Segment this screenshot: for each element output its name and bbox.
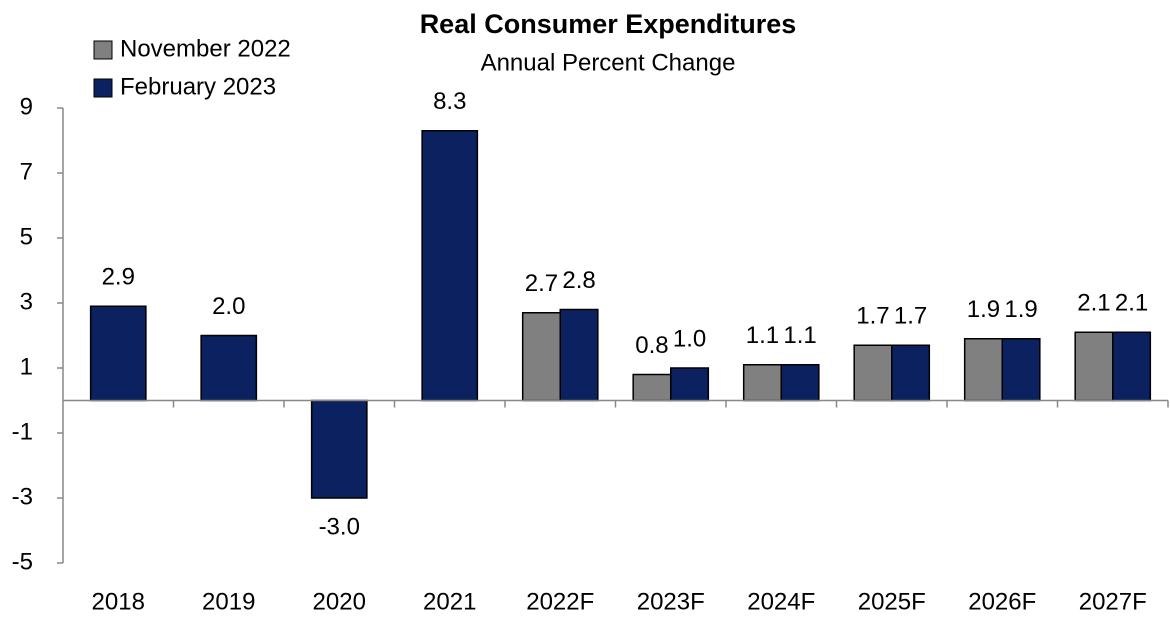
- data-label: 8.3: [433, 88, 466, 115]
- bar: [200, 334, 258, 402]
- bar: [521, 312, 561, 402]
- x-tick-label: 2018: [92, 588, 145, 615]
- y-tick-label: 5: [20, 223, 33, 250]
- x-tick-label: 2023F: [637, 588, 705, 615]
- chart-subtitle: Annual Percent Change: [481, 49, 736, 76]
- bar: [1001, 338, 1041, 402]
- y-tick-label: -1: [12, 418, 33, 445]
- data-label: 1.7: [856, 303, 889, 330]
- data-label: 2.9: [102, 264, 135, 291]
- y-tick-label: 1: [20, 353, 33, 380]
- data-label: 2.8: [562, 267, 595, 294]
- bar: [670, 367, 710, 402]
- data-label: 1.9: [967, 296, 1000, 323]
- data-label: 2.7: [525, 270, 558, 297]
- data-label: 2.1: [1077, 290, 1110, 317]
- legend-swatch: [93, 78, 113, 98]
- data-label: -3.0: [319, 513, 360, 540]
- y-tick-label: 3: [20, 288, 33, 315]
- bar: [559, 308, 599, 402]
- data-label: 1.1: [746, 322, 779, 349]
- data-label: 2.1: [1115, 290, 1148, 317]
- x-tick-label: 2027F: [1079, 588, 1147, 615]
- bar: [89, 305, 147, 402]
- bar: [780, 364, 820, 402]
- legend-label: November 2022: [120, 35, 291, 62]
- data-label: 1.7: [894, 303, 927, 330]
- bar: [421, 130, 479, 402]
- data-label: 2.0: [212, 293, 245, 320]
- bar: [1112, 331, 1152, 402]
- data-label: 1.0: [673, 325, 706, 352]
- x-tick-label: 2021: [423, 588, 476, 615]
- data-label: 1.1: [783, 322, 816, 349]
- x-tick-label: 2019: [202, 588, 255, 615]
- x-tick-label: 2020: [313, 588, 366, 615]
- y-tick-label: 7: [20, 158, 33, 185]
- bar: [853, 344, 893, 402]
- x-tick-label: 2026F: [968, 588, 1036, 615]
- bar: [891, 344, 931, 402]
- x-tick-label: 2022F: [526, 588, 594, 615]
- chart-title: Real Consumer Expenditures: [420, 9, 797, 39]
- bar: [742, 364, 782, 402]
- legend-label: February 2023: [120, 73, 276, 100]
- bar: [632, 373, 672, 402]
- bar: [963, 338, 1003, 402]
- data-label: 0.8: [635, 332, 668, 359]
- x-tick-label: 2024F: [747, 588, 815, 615]
- y-tick-label: 9: [20, 93, 33, 120]
- y-tick-label: -5: [12, 548, 33, 575]
- bar: [310, 399, 368, 499]
- x-tick-label: 2025F: [858, 588, 926, 615]
- y-tick-label: -3: [12, 483, 33, 510]
- data-label: 1.9: [1004, 296, 1037, 323]
- bar: [1074, 331, 1114, 402]
- legend-swatch: [93, 40, 113, 60]
